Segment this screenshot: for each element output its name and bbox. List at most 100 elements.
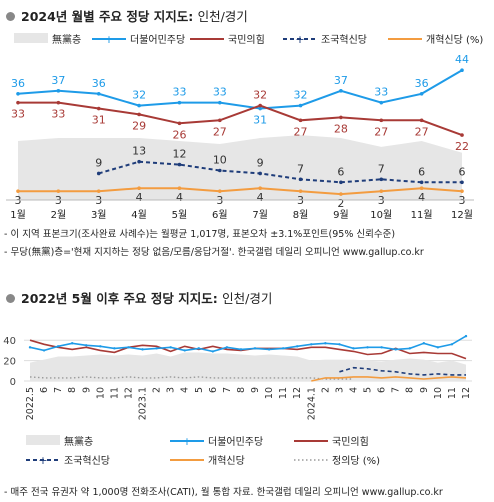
point-국민의힘 (16, 100, 20, 105)
x-tick-label: 4 (348, 387, 359, 393)
legend-item-1: + 더불어민주당 (92, 33, 185, 46)
point-더불어민주당 (258, 106, 262, 111)
data-label-더불어민주당: 44 (455, 53, 469, 66)
data-label-더불어민주당: 33 (213, 86, 227, 99)
x-tick-label: 2023.1 (138, 387, 149, 420)
series-line-개혁신당 (18, 187, 463, 196)
x-tick-label: 11 (447, 387, 458, 399)
point-더불어민주당 (408, 347, 411, 350)
point-개혁신당 (339, 192, 343, 196)
point-개혁신당 (298, 189, 303, 193)
legend-item-0: 無黨층 (26, 435, 93, 448)
point-더불어민주당 (141, 348, 144, 351)
x-tick-label: 8 (405, 387, 416, 393)
series-line-조국혁신당 (98, 160, 462, 184)
data-label-더불어민주당: 36 (415, 77, 429, 90)
legend-label: 개혁신당 (%) (426, 34, 483, 46)
x-tick-label: 6월 (212, 209, 228, 221)
point-더불어민주당 (183, 349, 186, 352)
legend-item-0: 無黨층 (14, 33, 81, 46)
series-line-더불어민주당 (29, 335, 467, 353)
point-더불어민주당 (225, 346, 229, 349)
data-label-개혁신당: 3 (378, 194, 385, 207)
y-tick-label: 40 (3, 336, 16, 347)
series-line-더불어민주당 (17, 69, 463, 110)
data-label-더불어민주당: 37 (51, 74, 65, 87)
x-tick-label: 5월 (172, 209, 188, 221)
x-tick-label: 6 (39, 387, 50, 393)
legend-marker: + (104, 33, 113, 46)
point-개혁신당 (460, 189, 464, 193)
x-tick-label: 6 (377, 387, 388, 393)
point-더불어민주당 (113, 347, 116, 350)
x-tick-label: 10월 (370, 209, 392, 221)
data-label-국민의힘: 27 (374, 125, 388, 138)
point-더불어민주당 (239, 348, 243, 351)
data-label-국민의힘: 26 (172, 128, 186, 141)
point-국민의힘 (419, 118, 424, 123)
data-label-국민의힘: 27 (294, 125, 308, 138)
x-tick-label: 9 (419, 387, 430, 393)
note-1: - 이 지역 표본크기(조사완료 사례수)는 월평균 1,017명, 표본오차 … (4, 229, 396, 240)
point-더불어민주당 (436, 346, 440, 349)
x-tick-label: 2022.5 (25, 387, 36, 420)
point-더불어민주당 (169, 346, 172, 349)
x-tick-label: 4월 (131, 209, 147, 221)
chart2-title: 2022년 5월 이후 주요 정당 지지도: 인천/경기 (6, 288, 272, 307)
chart1-title-text: 2024년 월별 주요 정당 지지도 (21, 9, 189, 24)
data-label-더불어민주당: 37 (334, 74, 348, 87)
point-조국혁신당 (177, 162, 182, 167)
series-area-無黨층 (30, 352, 466, 381)
legend-item-3: + 조국혁신당 (26, 454, 110, 467)
point-더불어민주당 (253, 347, 257, 350)
data-label-개혁신당: 4 (257, 191, 264, 204)
point-조국혁신당 (419, 180, 424, 185)
x-tick-label: 2024.1 (306, 387, 317, 420)
data-label-조국혁신당: 9 (95, 156, 102, 169)
x-tick-label: 10 (264, 387, 275, 399)
data-label-더불어민주당: 33 (172, 86, 186, 99)
data-label-더불어민주당: 36 (11, 77, 25, 90)
point-더불어민주당 (310, 343, 313, 346)
x-tick-label: 2 (320, 387, 331, 393)
x-tick-label: 4 (180, 387, 191, 393)
point-국민의힘 (298, 118, 303, 123)
point-더불어민주당 (394, 348, 397, 351)
data-label-조국혁신당: 10 (213, 154, 227, 167)
point-개혁신당 (379, 189, 384, 193)
point-개혁신당 (419, 186, 424, 190)
point-개혁신당 (56, 189, 61, 193)
point-국민의힘 (218, 118, 222, 123)
point-더불어민주당 (450, 343, 454, 346)
legend-marker: + (295, 33, 304, 46)
point-국민의힘 (137, 112, 141, 117)
chart1-subtitle: 인천/경기 (197, 9, 248, 24)
chart1-title: 2024년 월별 주요 정당 지지도: 인천/경기 (6, 6, 248, 25)
point-국민의힘 (339, 115, 343, 120)
point-더불어민주당 (96, 92, 101, 96)
point-더불어민주당 (218, 100, 222, 105)
point-더불어민주당 (366, 346, 369, 349)
data-label-조국혁신당: 6 (459, 165, 466, 178)
series-line-개혁신당 (311, 376, 467, 382)
data-label-개혁신당: 4 (418, 191, 425, 204)
point-더불어민주당 (85, 344, 88, 347)
point-개혁신당 (137, 186, 141, 190)
point-더불어민주당 (70, 342, 74, 345)
point-더불어민주당 (267, 348, 271, 351)
series-line-조국혁신당 (339, 366, 466, 376)
point-개혁신당 (258, 186, 262, 190)
point-더불어민주당 (338, 343, 341, 346)
x-tick-label: 5 (363, 387, 374, 393)
data-label-국민의힘: 27 (213, 125, 227, 138)
x-tick-label: 10 (433, 387, 444, 399)
data-label-조국혁신당: 7 (297, 162, 304, 175)
point-국민의힘 (460, 133, 464, 137)
legend-item-4: 개혁신당 (170, 455, 245, 467)
legend-item-1: + 더불어민주당 (170, 435, 263, 448)
point-더불어민주당 (197, 347, 200, 350)
point-개혁신당 (218, 189, 222, 193)
point-개혁신당 (177, 186, 182, 190)
x-tick-label: 7 (222, 387, 233, 393)
